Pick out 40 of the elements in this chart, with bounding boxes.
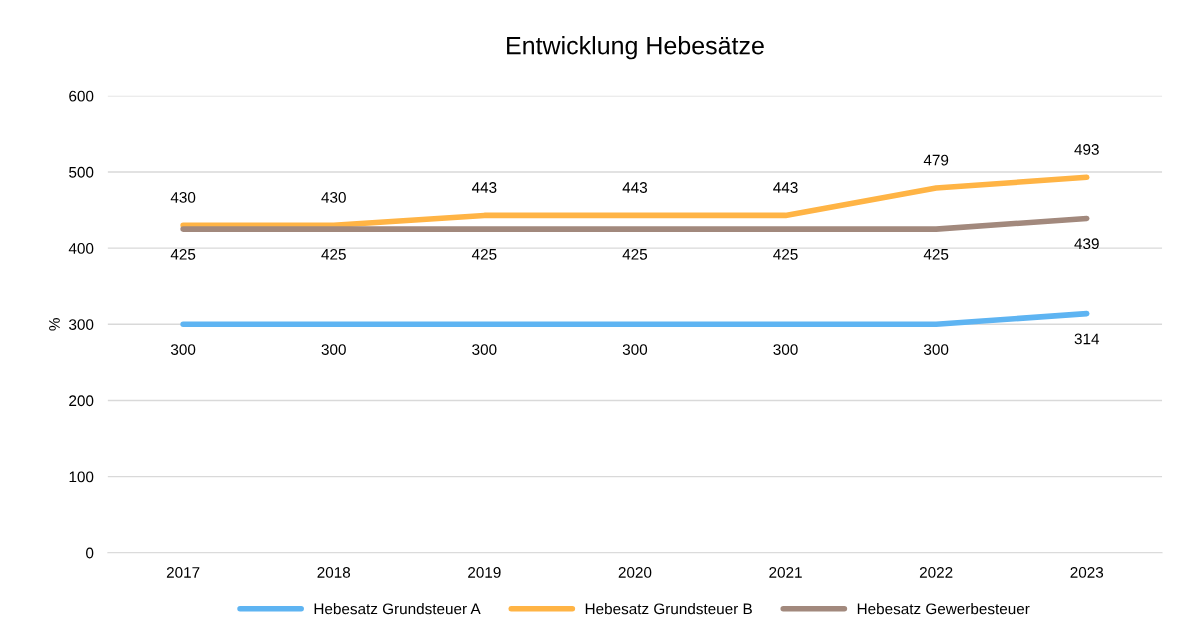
data-label: 439 xyxy=(1074,238,1099,250)
data-label: 300 xyxy=(773,344,798,355)
data-label: 425 xyxy=(923,248,949,260)
data-label: 300 xyxy=(170,344,196,355)
y-tick-label: 300 xyxy=(69,319,94,330)
legend-label: Hebesatz Grundsteuer A xyxy=(314,603,481,615)
data-label: 300 xyxy=(923,344,949,355)
data-label: 425 xyxy=(773,248,798,260)
data-label: 443 xyxy=(471,182,497,193)
x-tick-label: 2018 xyxy=(317,567,351,578)
y-tick-label: 400 xyxy=(68,243,94,254)
y-tick-label: 600 xyxy=(69,90,94,102)
data-label: 479 xyxy=(923,154,949,166)
data-label: 300 xyxy=(472,344,497,355)
data-label: 425 xyxy=(622,248,648,260)
data-label: 443 xyxy=(622,182,648,193)
data-label: 425 xyxy=(471,248,497,260)
data-label: 300 xyxy=(321,344,346,355)
y-axis-title: % xyxy=(49,318,60,331)
data-label: 425 xyxy=(170,248,196,260)
x-tick-label: 2019 xyxy=(468,567,501,578)
y-tick-label: 100 xyxy=(69,471,94,483)
x-tick-label: 2023 xyxy=(1070,567,1104,578)
x-tick-label: 2020 xyxy=(618,567,652,578)
legend-label: Hebesatz Grundsteuer B xyxy=(585,603,752,615)
data-label: 430 xyxy=(321,192,346,203)
data-label: 300 xyxy=(622,344,648,355)
data-label: 430 xyxy=(170,192,196,203)
data-label: 425 xyxy=(321,248,346,260)
x-tick-label: 2022 xyxy=(919,567,953,578)
x-tick-label: 2021 xyxy=(769,567,802,578)
data-label: 443 xyxy=(773,182,798,193)
data-label: 493 xyxy=(1074,144,1099,155)
y-tick-label: 200 xyxy=(69,395,94,407)
x-tick-label: 2017 xyxy=(166,567,200,578)
legend-label: Hebesatz Gewerbesteuer xyxy=(857,603,1030,615)
chart-title: Entwicklung Hebesätze xyxy=(507,36,764,60)
y-tick-label: 500 xyxy=(69,166,94,178)
data-label: 314 xyxy=(1074,333,1100,345)
y-tick-label: 0 xyxy=(86,547,94,559)
